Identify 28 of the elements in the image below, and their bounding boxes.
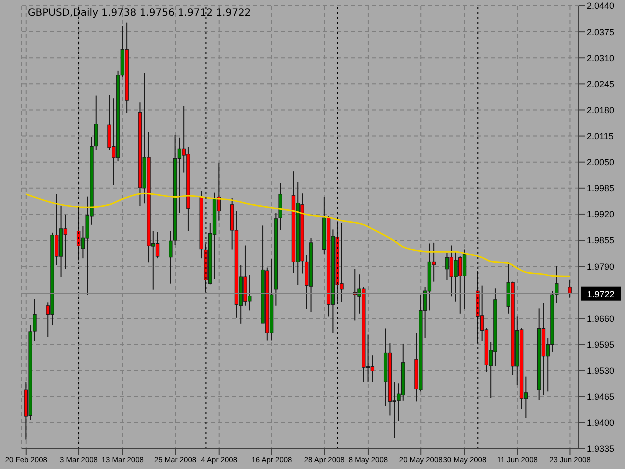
candlestick — [64, 214, 68, 270]
candlestick — [278, 182, 282, 232]
y-tick-label: 1.9595 — [587, 340, 615, 350]
chart-title: GBPUSD,Daily 1.9738 1.9756 1.9712 1.9722 — [28, 8, 252, 19]
y-tick-label: 2.0440 — [587, 1, 615, 12]
ref-line-label: 1.9722 — [587, 289, 615, 300]
y-tick-label: 2.0245 — [587, 79, 615, 90]
y-tick-label: 2.0180 — [587, 105, 615, 116]
y-tick-label: 2.0115 — [587, 131, 614, 142]
y-tick-label: 1.9530 — [587, 366, 615, 376]
y-tick-label: 1.9465 — [587, 392, 615, 402]
candlestick — [462, 249, 467, 310]
candlestick — [156, 232, 160, 260]
y-tick-label: 2.0050 — [587, 158, 615, 168]
candlestick — [568, 280, 572, 298]
y-tick-label: 1.9335 — [587, 444, 615, 454]
candlestick — [445, 252, 450, 281]
y-tick-label: 1.9660 — [587, 314, 615, 324]
y-tick-label: 1.9985 — [587, 184, 615, 194]
candlestick — [94, 95, 98, 151]
y-tick-label: 1.9920 — [587, 210, 615, 220]
y-tick-label: 2.0310 — [587, 53, 615, 64]
line-series — [26, 192, 571, 278]
y-tick-label: 1.9855 — [587, 236, 615, 246]
y-tick-label: 1.9790 — [587, 262, 615, 272]
y-tick-label: 2.0375 — [587, 27, 615, 38]
y-tick-label: 1.9400 — [587, 418, 615, 428]
candlestick — [169, 230, 173, 284]
